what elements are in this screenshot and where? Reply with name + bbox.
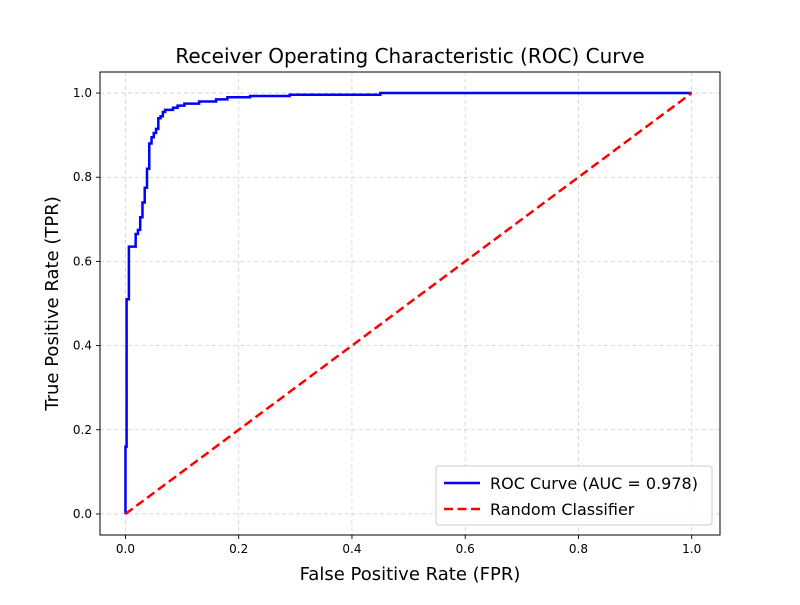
y-axis-title: True Positive Rate (TPR) — [42, 196, 63, 411]
x-tick-label: 0.6 — [456, 542, 475, 556]
y-tick-label: 1.0 — [73, 86, 92, 100]
x-tick-label: 0.4 — [342, 542, 361, 556]
y-tick-label: 0.0 — [73, 507, 92, 521]
axis-ticks: 0.0 0.2 0.4 0.6 0.8 1.0 0.0 0.2 0.4 0.6 0.8 1.0 — [73, 86, 701, 556]
legend-box — [435, 465, 713, 526]
y-tick-label: 0.8 — [73, 170, 92, 184]
y-tick-label: 0.6 — [73, 254, 92, 268]
legend: ROC Curve (AUC = 0.978) Random Classifie… — [435, 465, 713, 526]
legend-label-random: Random Classifier — [490, 500, 635, 519]
series-layer — [124, 91, 693, 515]
x-tick-label: 0.8 — [569, 542, 588, 556]
x-axis-title: False Positive Rate (FPR) — [300, 564, 521, 585]
y-tick-label: 0.4 — [73, 339, 92, 353]
random-classifier-line — [124, 92, 693, 515]
x-tick-label: 0.2 — [229, 542, 248, 556]
x-tick-label: 1.0 — [682, 542, 701, 556]
y-tick-label: 0.2 — [73, 423, 92, 437]
chart-title: Receiver Operating Characteristic (ROC) … — [175, 44, 644, 68]
legend-label-roc: ROC Curve (AUC = 0.978) — [490, 474, 698, 493]
plot-frame — [99, 71, 721, 536]
roc-curve-line — [124, 91, 692, 514]
x-tick-label: 0.0 — [116, 542, 135, 556]
